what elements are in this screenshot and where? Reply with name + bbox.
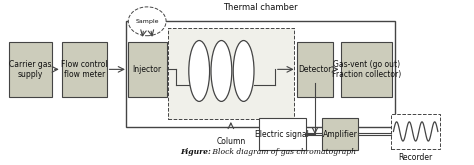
Bar — [341, 42, 392, 97]
Text: Column: Column — [216, 137, 246, 147]
Text: Detector: Detector — [298, 65, 332, 74]
Bar — [126, 21, 395, 127]
Bar — [322, 118, 358, 150]
Bar — [62, 42, 107, 97]
Bar — [259, 118, 306, 150]
Text: Sample: Sample — [136, 19, 159, 24]
Text: Amplifier: Amplifier — [323, 130, 357, 139]
Text: Thermal chamber: Thermal chamber — [223, 3, 298, 12]
Ellipse shape — [211, 41, 232, 101]
Text: Flow control
flow meter: Flow control flow meter — [61, 60, 108, 79]
Text: Block diagram of gas chromatograph: Block diagram of gas chromatograph — [210, 148, 356, 156]
Bar — [297, 42, 333, 97]
Bar — [168, 28, 294, 119]
Text: Injector: Injector — [133, 65, 162, 74]
Bar — [391, 114, 440, 149]
Text: Recorder: Recorder — [399, 153, 433, 163]
Ellipse shape — [128, 7, 166, 36]
Text: Gas-vent (go out)
Fraction collector): Gas-vent (go out) Fraction collector) — [332, 60, 401, 79]
Ellipse shape — [233, 41, 254, 101]
Bar — [128, 42, 166, 97]
Text: Carrier gas
supply: Carrier gas supply — [9, 60, 52, 79]
Ellipse shape — [189, 41, 210, 101]
Text: Figure:: Figure: — [180, 148, 211, 156]
Bar — [9, 42, 52, 97]
Text: Electric signal: Electric signal — [255, 130, 310, 139]
